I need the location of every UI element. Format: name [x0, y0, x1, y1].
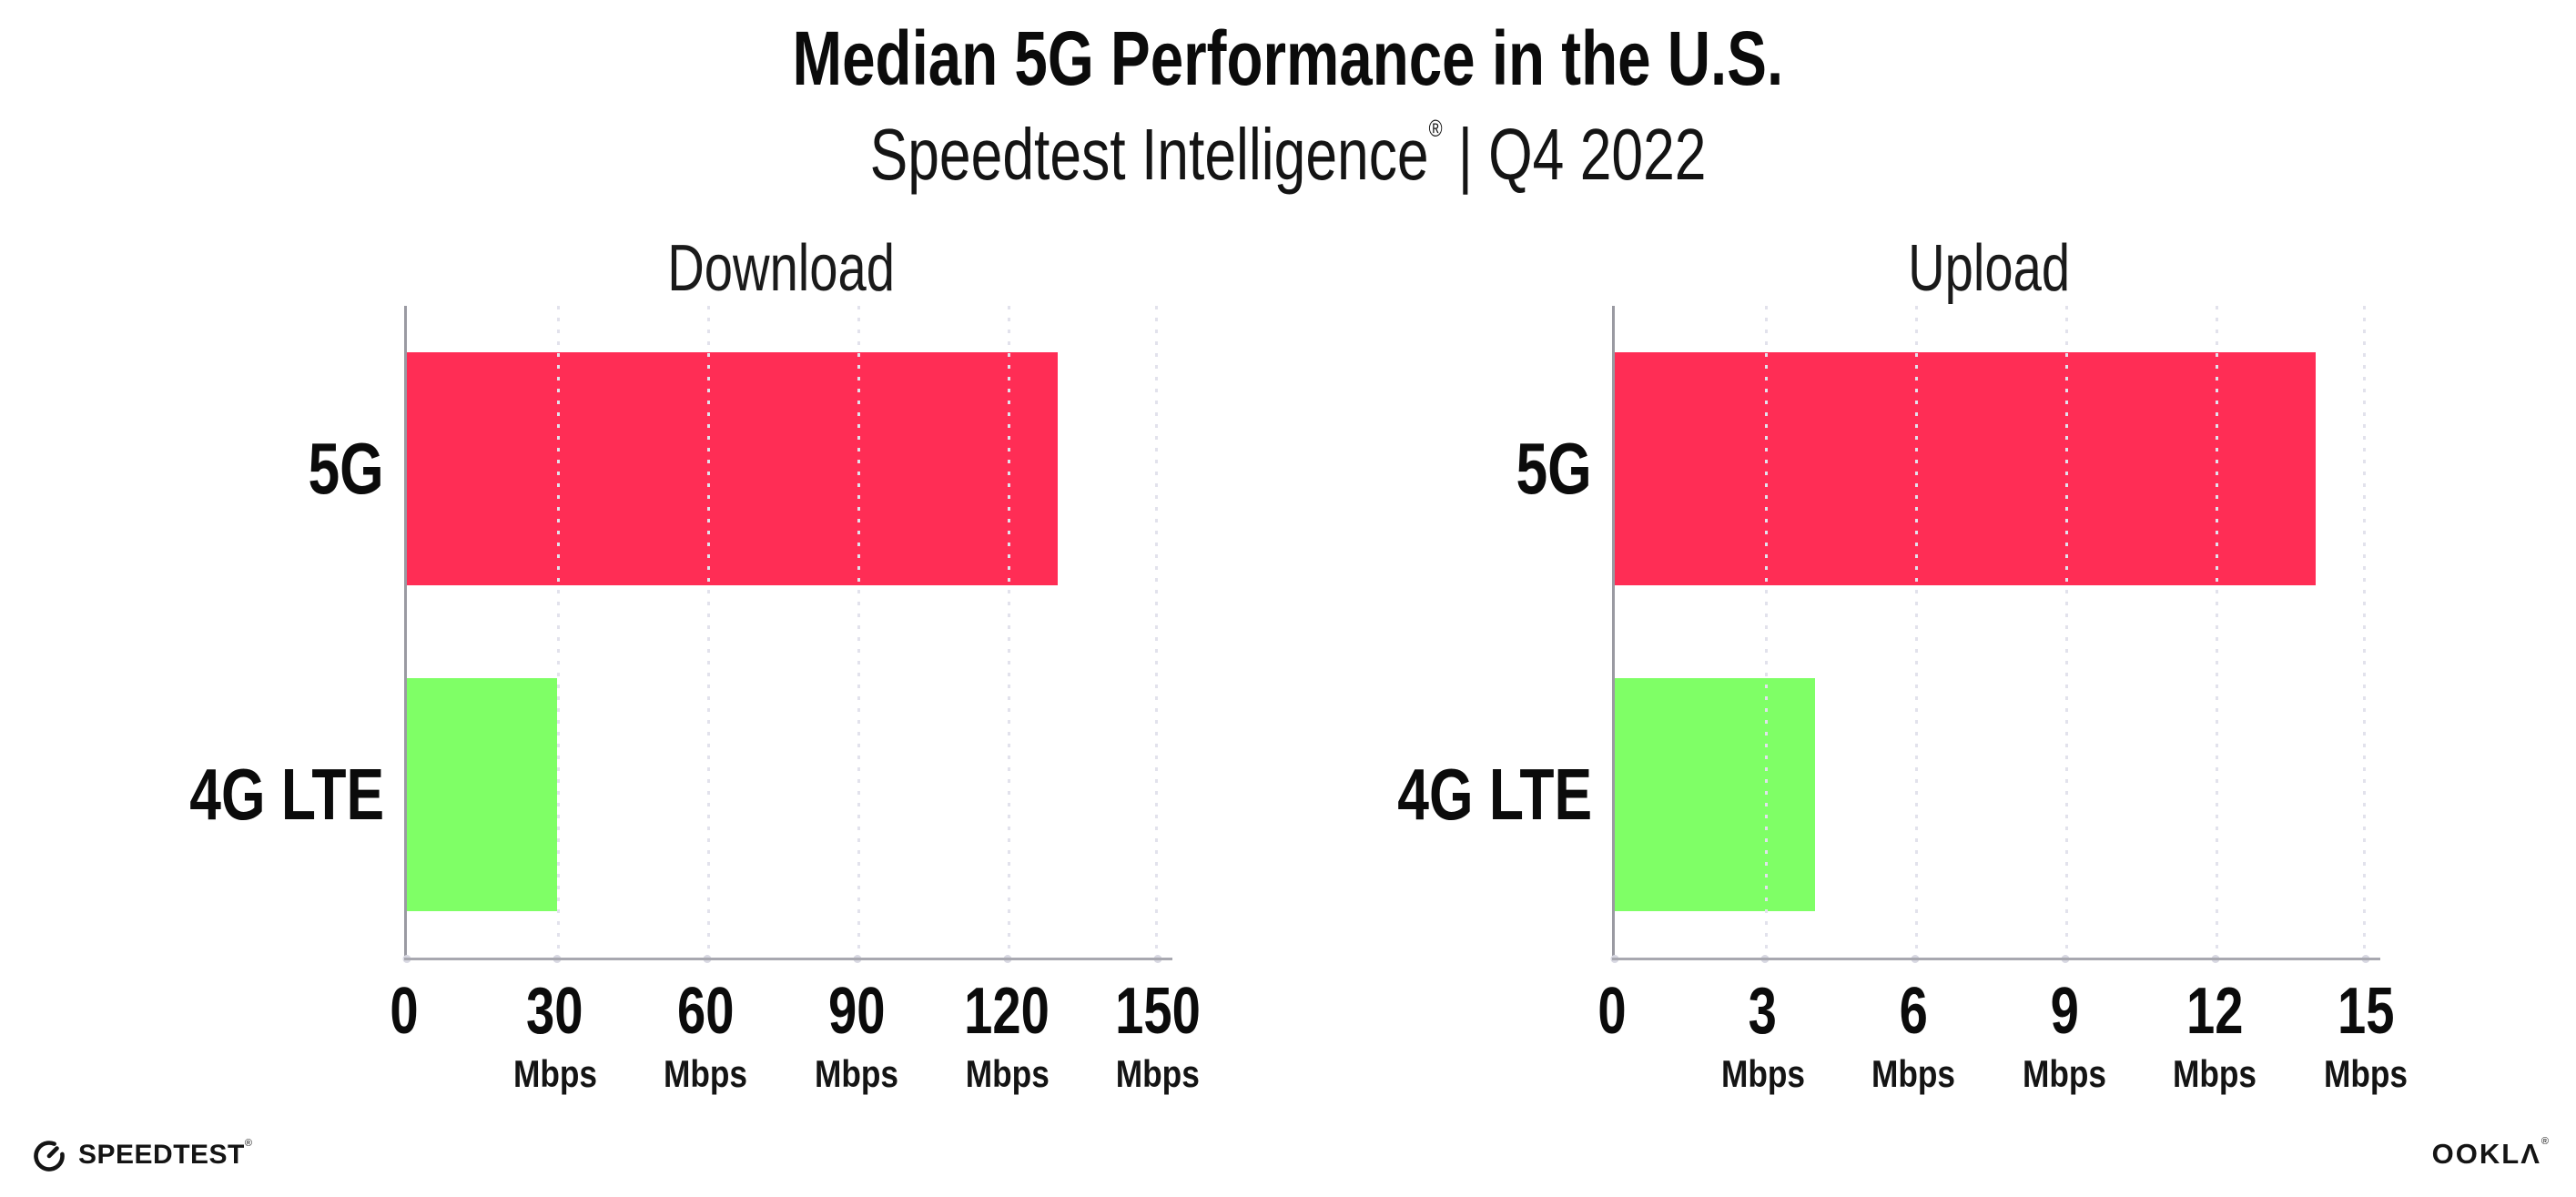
download-chart-body: 5G 4G LTE: [137, 306, 1172, 963]
gridline: [2065, 306, 2068, 958]
gridline: [1008, 306, 1010, 958]
gridline: [707, 306, 710, 958]
ookla-wordmark: OOKLΛ®: [2431, 1136, 2551, 1170]
download-plot-area: [402, 306, 1172, 963]
gridline: [1765, 306, 1768, 958]
x-tick-60: 60 Mbps: [664, 975, 748, 1095]
subtitle-period: Q4 2022: [1488, 114, 1707, 195]
speedtest-gauge-icon: [30, 1136, 68, 1174]
upload-4g-lte-bar: [1615, 678, 1815, 911]
page-title: Median 5G Performance in the U.S.: [0, 20, 2576, 96]
x-tick-150: 150 Mbps: [1115, 975, 1201, 1095]
upload-plot-area: [1610, 306, 2380, 963]
category-label-4g-lte: 4G LTE: [1397, 754, 1592, 835]
gridline: [1915, 306, 1918, 958]
x-tick-90: 90 Mbps: [814, 975, 898, 1095]
download-5g-bar: [407, 352, 1058, 585]
page-subtitle-text: Speedtest Intelligence® | Q4 2022: [870, 114, 1707, 195]
x-tick-15: 15 Mbps: [2323, 975, 2409, 1095]
bar-row-4g-lte: [1615, 632, 2366, 958]
header: Median 5G Performance in the U.S. Speedt…: [0, 20, 2576, 191]
upload-x-axis: 0 3 Mbps 6 Mbps 9 Mbps 12 Mbps 15 Mbps: [1597, 975, 2408, 1115]
ookla-logo: OOKLΛ®: [2431, 1136, 2551, 1170]
download-4g-lte-bar: [407, 678, 557, 911]
category-label-4g-lte: 4G LTE: [189, 754, 384, 835]
download-chart-title: Download: [667, 232, 895, 305]
upload-chart-body: 5G 4G LTE: [1344, 306, 2380, 963]
subtitle-brand: Speedtest Intelligence: [869, 114, 1429, 195]
bar-row-5g: [1615, 306, 2366, 632]
gridline: [2216, 306, 2218, 958]
speedtest-logo: SPEEDTEST®: [30, 1136, 252, 1174]
category-label-5g: 5G: [308, 428, 384, 509]
gridline: [557, 306, 560, 958]
category-label-5g: 5G: [1516, 428, 1592, 509]
x-tick-0: 0: [390, 975, 419, 1048]
x-tick-0: 0: [1597, 975, 1627, 1048]
x-tick-3: 3 Mbps: [1720, 975, 1805, 1095]
x-tick-6: 6 Mbps: [1871, 975, 1956, 1095]
registered-mark: ®: [2541, 1136, 2551, 1147]
registered-mark: ®: [244, 1138, 253, 1149]
gridline: [1155, 306, 1158, 958]
speedtest-wordmark: SPEEDTEST®: [78, 1138, 253, 1170]
download-chart: Download 5G 4G LTE: [137, 232, 1201, 1115]
gridline: [857, 306, 860, 958]
x-tick-30: 30 Mbps: [512, 975, 597, 1095]
x-axis-line: [404, 958, 1172, 960]
x-tick-9: 9 Mbps: [2022, 975, 2106, 1095]
x-tick-12: 12 Mbps: [2173, 975, 2257, 1095]
upload-chart-title: Upload: [1908, 232, 2070, 305]
download-x-axis: 0 30 Mbps 60 Mbps 90 Mbps 120 Mbps 150 M…: [390, 975, 1200, 1115]
page-title-text: Median 5G Performance in the U.S.: [792, 15, 1784, 101]
upload-category-labels: 5G 4G LTE: [1344, 306, 1592, 958]
x-tick-120: 120 Mbps: [964, 975, 1050, 1095]
subtitle-separator: |: [1457, 114, 1473, 195]
bar-row-5g: [407, 306, 1158, 632]
upload-5g-bar: [1615, 352, 2316, 585]
bar-row-4g-lte: [407, 632, 1158, 958]
x-axis-line: [1612, 958, 2380, 960]
gridline: [2363, 306, 2366, 958]
registered-mark: ®: [1428, 115, 1443, 142]
page-subtitle: Speedtest Intelligence® | Q4 2022: [0, 114, 2576, 195]
upload-chart: Upload 5G 4G LTE: [1344, 232, 2408, 1115]
download-category-labels: 5G 4G LTE: [137, 306, 384, 958]
